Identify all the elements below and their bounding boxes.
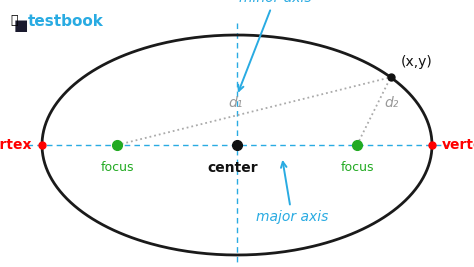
Text: focus: focus	[100, 161, 134, 174]
Text: major axis: major axis	[256, 162, 328, 224]
Text: 🔖: 🔖	[10, 14, 18, 27]
Text: (x,y): (x,y)	[401, 55, 432, 69]
Text: d₂: d₂	[384, 96, 399, 110]
Text: ■: ■	[14, 18, 28, 33]
Text: vertex: vertex	[0, 138, 32, 152]
Text: d₁: d₁	[228, 96, 243, 110]
Text: minor axis: minor axis	[238, 0, 311, 91]
Text: testbook: testbook	[28, 14, 104, 29]
Text: center: center	[208, 161, 258, 175]
Text: vertex: vertex	[442, 138, 474, 152]
Text: focus: focus	[340, 161, 374, 174]
